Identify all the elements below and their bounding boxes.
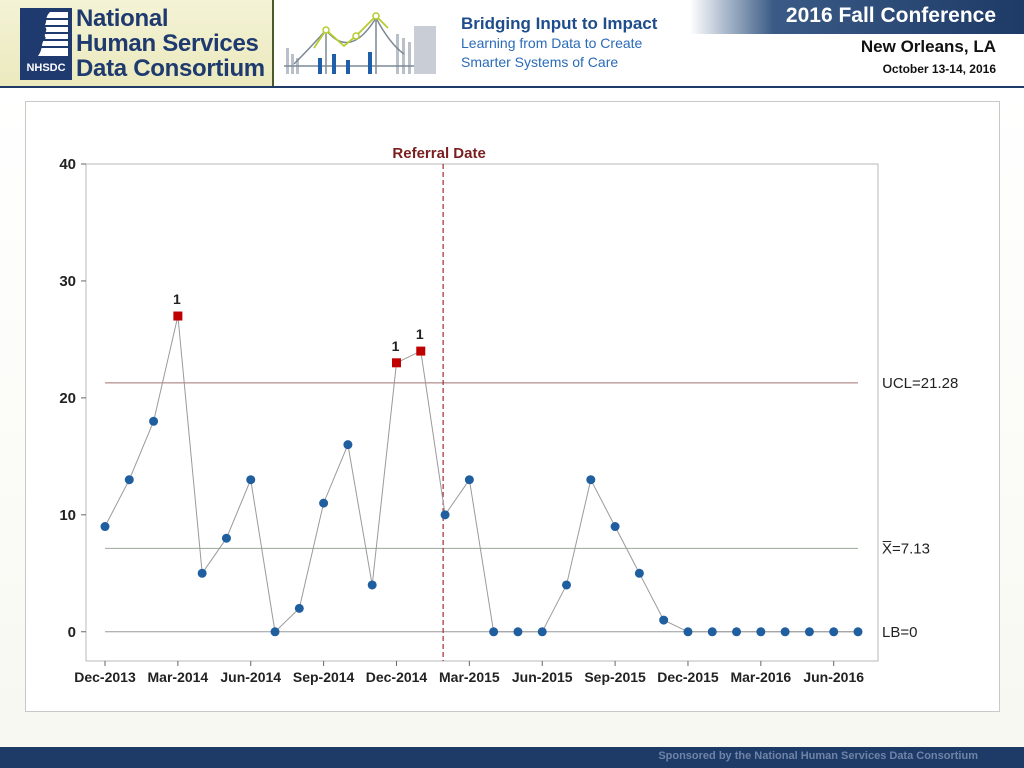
- y-tick-label-20: 20: [59, 390, 76, 407]
- x-tick-label-Sep-2014: Sep-2014: [293, 669, 355, 685]
- data-point-6: [246, 475, 256, 485]
- data-point-18: [537, 627, 547, 637]
- flag-label-13: 1: [416, 326, 424, 342]
- data-point-27: [756, 627, 766, 637]
- x-tick-label-Dec-2013: Dec-2013: [74, 669, 136, 685]
- control-label-ucl: UCL=21.28: [882, 375, 958, 392]
- logo-line-3: Data Consortium: [76, 55, 265, 82]
- x-tick-label-Jun-2016: Jun-2016: [803, 669, 864, 685]
- data-point-11: [367, 580, 377, 590]
- conference-title: 2016 Fall Conference: [785, 4, 996, 27]
- data-point-8: [294, 603, 304, 613]
- data-point-30: [829, 627, 839, 637]
- data-point-0: [100, 522, 110, 532]
- plot-area: [85, 163, 879, 662]
- consortium-logo: NHSDC National Human Services Data Conso…: [0, 0, 274, 86]
- series-line: [104, 315, 858, 633]
- x-tick-label-Dec-2014: Dec-2014: [366, 669, 428, 685]
- data-point-14: [440, 510, 450, 520]
- logo-text: National Human Services Data Consortium: [76, 6, 265, 81]
- data-point-31: [853, 627, 863, 637]
- conference-location: New Orleans, LA: [860, 37, 996, 56]
- x-tick-label-Sep-2015: Sep-2015: [584, 669, 646, 685]
- header-divider: [0, 86, 1024, 88]
- y-tick-label-10: 10: [59, 507, 76, 524]
- data-point-17: [513, 627, 523, 637]
- flag-label-3: 1: [173, 291, 181, 307]
- control-chart: 0 10 20 30 40 Dec-2013 Mar-2014 Jun-2014 Sep-201…: [59, 145, 958, 685]
- data-point-28: [780, 627, 790, 637]
- data-point-9: [319, 498, 329, 508]
- data-point-16: [489, 627, 499, 637]
- data-point-1: [124, 475, 134, 485]
- data-point-29: [804, 627, 814, 637]
- x-tick-label-Mar-2015: Mar-2015: [439, 669, 500, 685]
- bridge-skyline-icon: [284, 12, 436, 74]
- head-profile-icon: NHSDC: [20, 8, 72, 80]
- control-chart-panel: 0 10 20 30 40 Dec-2013 Mar-2014 Jun-2014 Sep-201…: [25, 101, 1000, 712]
- logo-line-2: Human Services: [76, 30, 259, 57]
- data-point-24: [683, 627, 693, 637]
- x-tick-label-Jun-2015: Jun-2015: [512, 669, 573, 685]
- y-tick-label-0: 0: [68, 624, 76, 641]
- data-point-21: [610, 522, 620, 532]
- data-point-25: [707, 627, 717, 637]
- data-point-26: [732, 627, 742, 637]
- data-point-19: [562, 580, 572, 590]
- x-tick-label-Jun-2014: Jun-2014: [220, 669, 281, 685]
- data-point-10: [343, 440, 353, 450]
- data-point-7: [270, 627, 280, 637]
- logo-line-1: National: [76, 5, 169, 32]
- tagline-line-2: Learning from Data to Create: [461, 35, 643, 51]
- tagline: Bridging Input to Impact Learning from D…: [461, 14, 657, 72]
- conference-dates: October 13-14, 2016: [882, 62, 996, 76]
- logo-badge: NHSDC: [26, 62, 65, 74]
- flagged-point-13: [416, 346, 426, 356]
- y-tick-label-40: 40: [59, 156, 76, 173]
- y-tick-label-30: 30: [59, 273, 76, 290]
- tagline-line-3: Smarter Systems of Care: [461, 54, 619, 70]
- control-label-lb: LB=0: [882, 624, 917, 641]
- x-tick-label-Mar-2014: Mar-2014: [148, 669, 209, 685]
- control-label-mean: X̅=7.13: [882, 540, 930, 557]
- tagline-title: Bridging Input to Impact: [461, 14, 658, 33]
- x-tick-label-Dec-2015: Dec-2015: [657, 669, 719, 685]
- footer: Sponsored by the National Human Services…: [0, 747, 1024, 768]
- data-point-5: [221, 533, 231, 543]
- data-point-4: [197, 568, 207, 578]
- header: NHSDC National Human Services Data Conso…: [0, 0, 1024, 88]
- flagged-point-3: [173, 311, 183, 321]
- data-point-15: [464, 475, 474, 485]
- conference-banner: 2016 Fall Conference: [690, 0, 1024, 34]
- data-point-22: [634, 568, 644, 578]
- flag-label-12: 1: [392, 338, 400, 354]
- flagged-point-12: [391, 358, 401, 368]
- referral-label: Referral Date: [392, 145, 485, 162]
- data-point-23: [659, 615, 669, 625]
- data-point-20: [586, 475, 596, 485]
- data-point-2: [149, 416, 159, 426]
- x-tick-label-Mar-2016: Mar-2016: [730, 669, 791, 685]
- footer-sponsor-text: Sponsored by the National Human Services…: [658, 750, 978, 762]
